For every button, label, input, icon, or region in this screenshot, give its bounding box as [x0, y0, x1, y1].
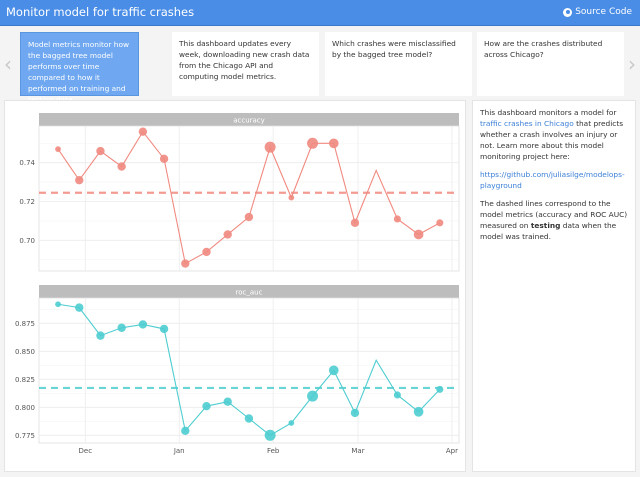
- story-card-metrics[interactable]: Model metrics monitor how the bagged tre…: [20, 32, 139, 104]
- data-point: [393, 391, 401, 399]
- data-point: [159, 324, 169, 334]
- x-tick-label: Feb: [267, 447, 280, 455]
- data-point: [307, 137, 319, 149]
- data-point: [96, 331, 105, 340]
- note-text: data when the model was trained.: [480, 221, 617, 241]
- data-point: [244, 212, 254, 222]
- source-code-label: Source Code: [575, 7, 632, 17]
- data-point: [138, 127, 148, 136]
- facet-title: accuracy: [233, 117, 265, 125]
- y-tick-label: 0.74: [19, 159, 35, 167]
- y-tick-label: 0.875: [15, 320, 35, 328]
- x-tick-label: Apr: [446, 447, 458, 455]
- data-point: [264, 141, 276, 153]
- story-card-distribution[interactable]: How are the crashes distributed across C…: [477, 32, 624, 96]
- chicago-crashes-link[interactable]: traffic crashes in Chicago: [480, 119, 574, 128]
- data-point: [413, 229, 424, 240]
- note-text: The dashed lines correspond to the model…: [480, 199, 628, 230]
- data-point: [138, 320, 148, 329]
- note-bold: testing: [530, 221, 561, 230]
- y-tick-label: 0.825: [15, 376, 35, 384]
- data-point: [117, 323, 126, 332]
- data-point: [328, 365, 339, 376]
- data-point: [244, 414, 254, 423]
- data-point: [436, 385, 444, 393]
- data-point: [328, 138, 339, 149]
- source-code-link[interactable]: Source Code: [563, 7, 632, 17]
- data-point: [202, 247, 211, 257]
- story-card-misclassified[interactable]: Which crashes were misclassified by the …: [325, 32, 472, 96]
- data-point: [55, 146, 61, 153]
- app-header: Monitor model for traffic crashes Source…: [0, 0, 640, 26]
- data-point: [264, 429, 276, 441]
- data-point: [181, 426, 190, 436]
- y-tick-label: 0.70: [19, 237, 35, 245]
- x-tick-label: Jan: [173, 447, 185, 455]
- info-text: that predicts whether a crash involves a…: [480, 119, 624, 161]
- data-point: [288, 420, 295, 426]
- y-tick-label: 0.850: [15, 348, 35, 356]
- data-point: [159, 154, 169, 164]
- github-repo-link[interactable]: https://github.com/juliasilge/modelops-p…: [480, 170, 625, 190]
- x-tick-label: Mar: [351, 447, 364, 455]
- data-point: [393, 215, 401, 223]
- dashed-lines-note: The dashed lines correspond to the model…: [480, 198, 628, 242]
- app-title: Monitor model for traffic crashes: [6, 5, 195, 19]
- info-sidebar: This dashboard monitors a model for traf…: [472, 100, 636, 472]
- facet-strip: [39, 285, 459, 298]
- story-card-updates[interactable]: This dashboard updates every week, downl…: [172, 32, 319, 96]
- github-icon: [563, 7, 573, 17]
- data-point: [223, 230, 232, 239]
- y-tick-label: 0.800: [15, 404, 35, 412]
- x-tick-label: Dec: [79, 447, 93, 455]
- data-point: [55, 301, 61, 308]
- data-point: [350, 408, 360, 418]
- data-point: [75, 303, 84, 312]
- y-tick-label: 0.72: [19, 198, 35, 206]
- data-point: [436, 219, 444, 227]
- info-text: This dashboard monitors a model for: [480, 108, 617, 117]
- data-point: [223, 397, 232, 406]
- data-point: [75, 175, 84, 185]
- carousel-prev-button[interactable]: ‹: [4, 52, 12, 76]
- data-point: [307, 390, 319, 402]
- carousel-next-button[interactable]: ›: [628, 52, 636, 76]
- facet-title: roc_auc: [236, 289, 263, 297]
- facet-strip: [39, 113, 459, 126]
- data-point: [350, 218, 360, 228]
- data-point: [181, 259, 190, 268]
- y-tick-label: 0.775: [15, 432, 35, 440]
- info-paragraph: This dashboard monitors a model for traf…: [480, 107, 628, 162]
- data-point: [413, 406, 424, 417]
- data-point: [96, 146, 105, 156]
- data-point: [202, 401, 211, 411]
- data-point: [117, 162, 126, 171]
- data-point: [288, 194, 295, 201]
